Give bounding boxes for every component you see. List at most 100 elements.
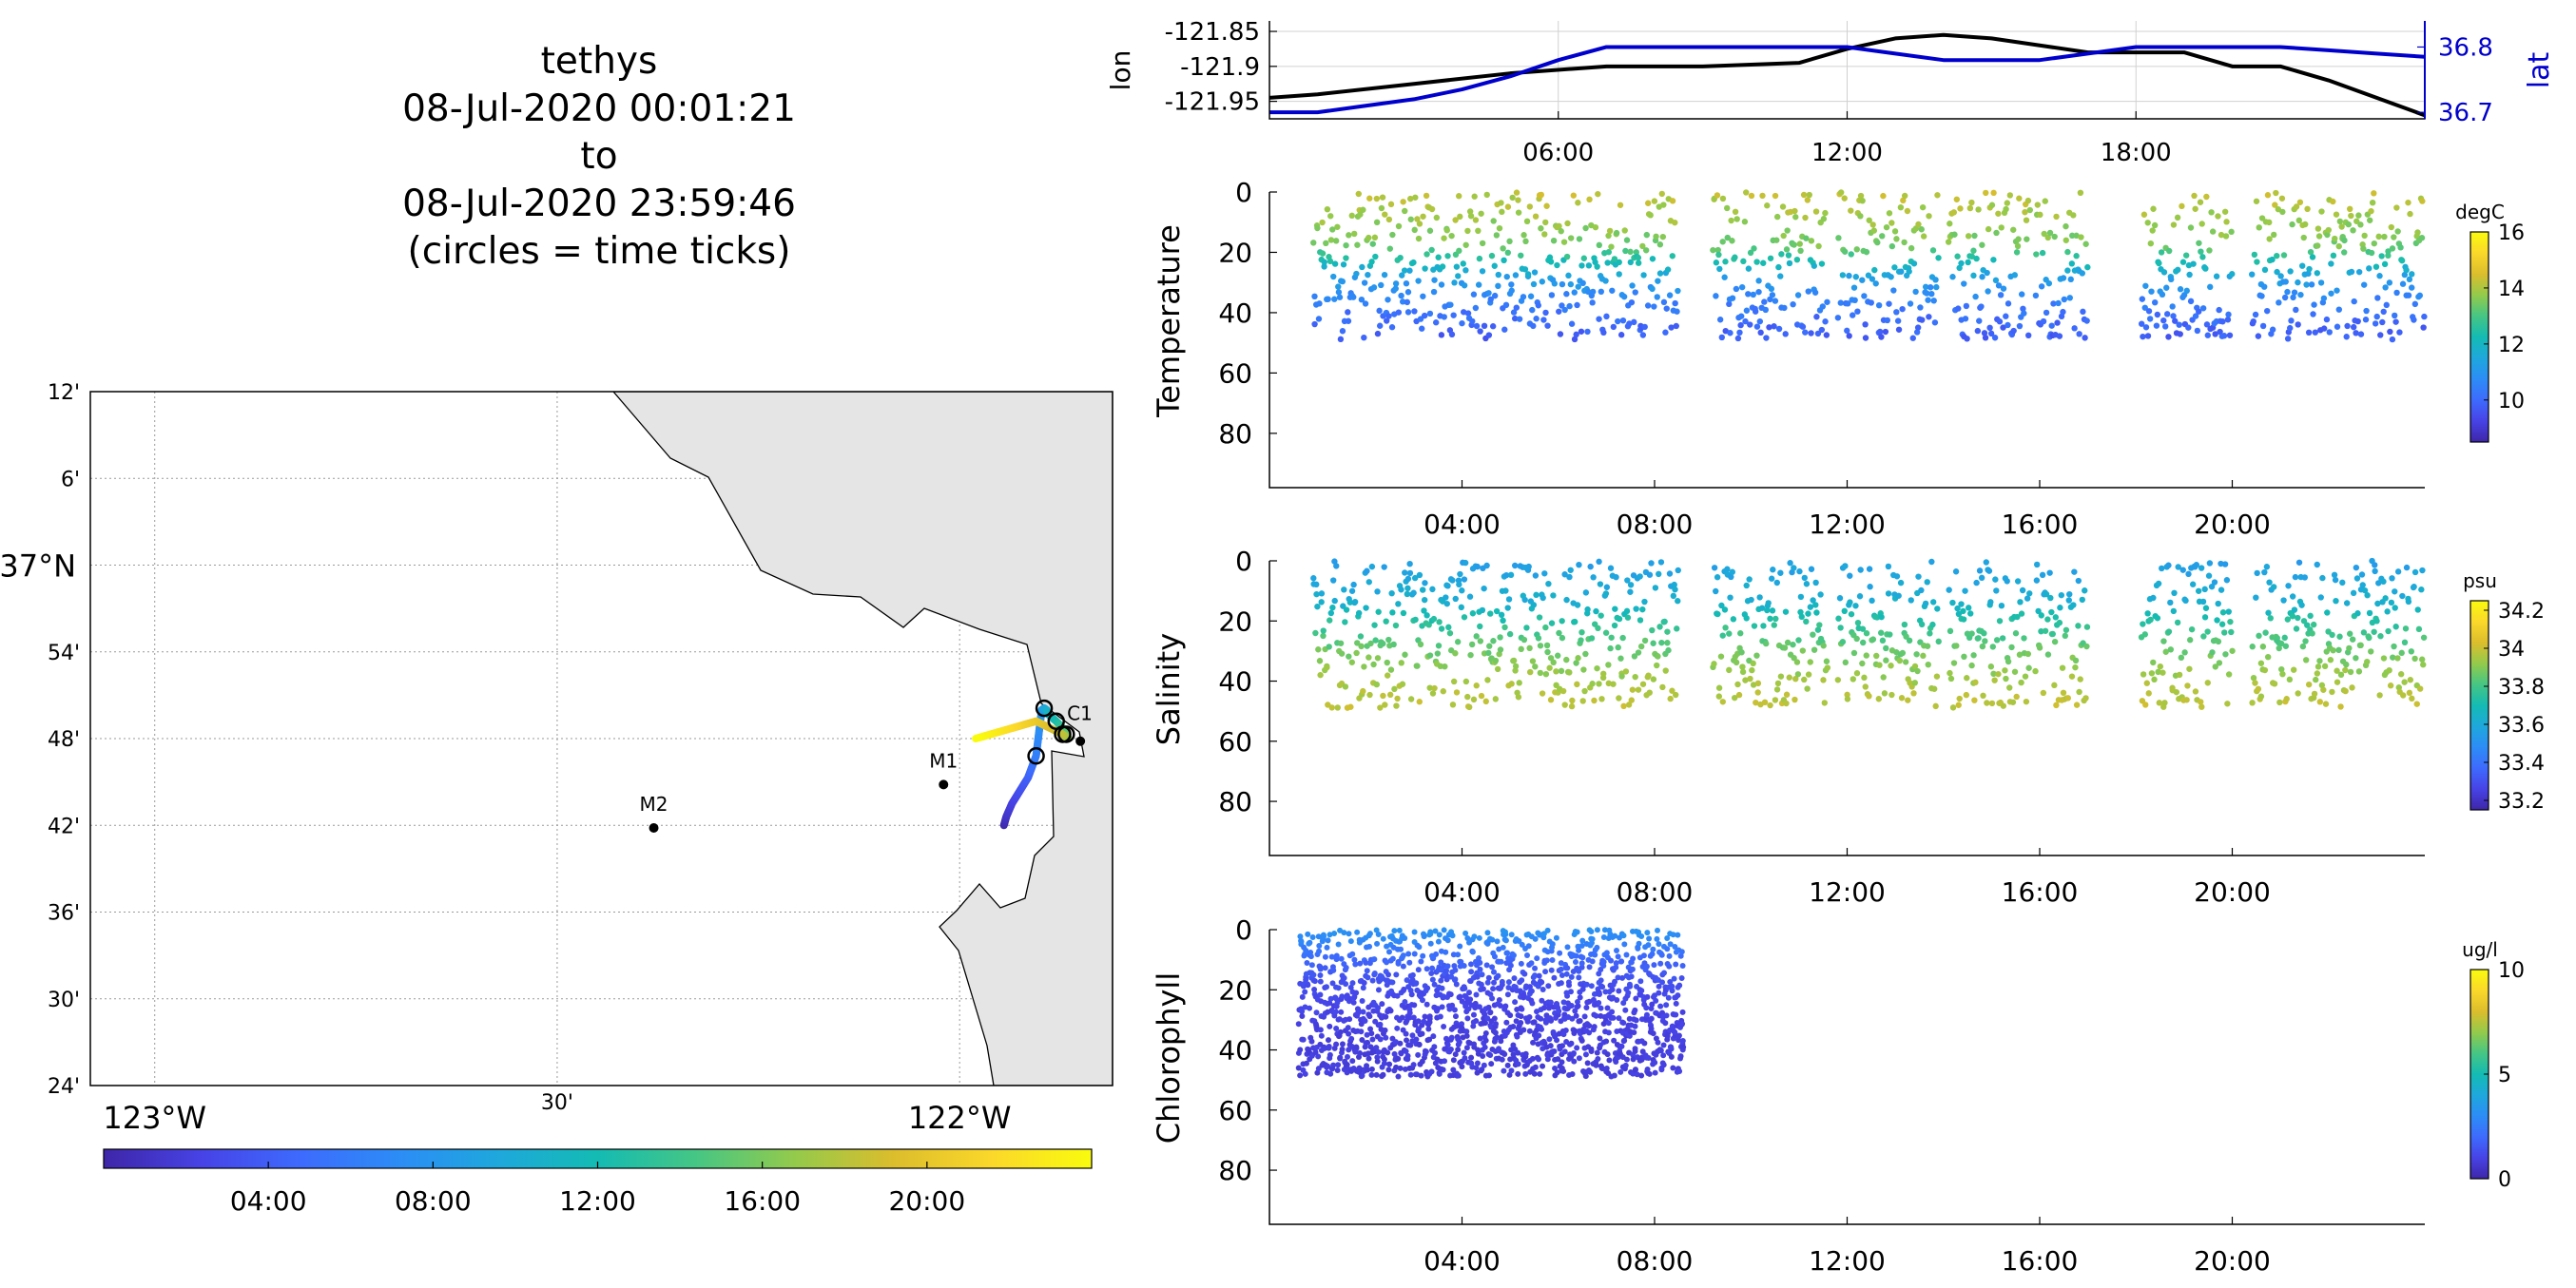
temperature-point [2393,204,2400,211]
chlorophyll-point [1365,1067,1371,1073]
temperature-point [2363,307,2370,315]
chlorophyll-point [1317,991,1324,998]
salinity-point [2276,699,2283,706]
temperature-point [2398,257,2406,264]
chlorophyll-point [1345,1025,1351,1031]
chlorophyll-point [1315,1053,1322,1060]
salinity-point [1866,566,1873,572]
chlorophyll-point [1389,979,1396,986]
chlorophyll-point [1510,952,1517,958]
salinity-point [2083,643,2090,650]
temperature-point [1515,209,1522,216]
temperature-point [2269,256,2276,263]
chlorophyll-points [1295,927,1687,1080]
salinity-point [1523,625,1530,631]
salinity-point [1885,563,1892,570]
temperature-point [2208,209,2215,216]
temperature-point [1570,192,1577,199]
salinity-point [1443,594,1449,601]
salinity-point [1554,652,1561,659]
salinity-point [1784,639,1792,646]
time-colorbar-tick-label: 20:00 [888,1185,965,1217]
temperature-point [1452,217,1459,223]
chlorophyll-point [1623,952,1630,958]
salinity-point [1664,640,1671,646]
temperature-point [1418,325,1425,332]
temperature-point [2382,284,2389,291]
salinity-point [1595,625,1601,632]
temperature-point [1951,231,1958,238]
salinity-point [2360,629,2368,636]
salinity-point [1773,686,1781,693]
temperature-point [1879,233,1886,240]
salinity-point [1358,643,1365,650]
salinity-xtick-label: 04:00 [1424,876,1501,908]
salinity-point [1813,609,1820,616]
chlorophyll-point [1440,1067,1446,1073]
chlorophyll-point [1637,978,1644,985]
temperature-point [2315,233,2323,240]
salinity-point [1961,653,1967,661]
chlorophyll-point [1567,989,1574,995]
temperature-point [1907,300,1914,307]
temperature-point [2011,272,2019,279]
temperature-point [2259,322,2267,330]
temperature-point [1558,228,1564,235]
chlorophyll-point [1462,1055,1468,1062]
salinity-point [1317,671,1324,679]
chlorophyll-point [1556,1008,1562,1014]
salinity-point [2327,657,2334,663]
chlorophyll-point [1520,992,1527,999]
temperature-point [1488,252,1496,260]
temperature-point [2192,205,2198,212]
temperature-point [1386,245,1394,252]
salinity-point [2390,654,2396,661]
temperature-point [1895,326,1903,333]
salinity-point [1446,629,1454,637]
chlorophyll-point [1403,1048,1409,1055]
chlorophyll-point [1364,968,1370,974]
temperature-point [2401,271,2409,279]
salinity-point [1962,587,1968,594]
chlorophyll-point [1613,960,1619,967]
chlorophyll-point [1441,1024,1447,1030]
temperature-point [1642,247,1650,254]
chlorophyll-point [1599,984,1606,990]
chlorophyll-point [1496,1046,1502,1052]
salinity-point [1748,596,1754,604]
temperature-point [1571,289,1578,296]
temperature-point [2381,233,2388,240]
temperature-point [1522,238,1529,245]
time-colorbar-tick-label: 04:00 [230,1185,307,1217]
salinity-point [1608,634,1615,641]
salinity-point [1758,605,1766,611]
temperature-point [1345,309,1351,316]
chlorophyll-point [1367,1026,1374,1032]
salinity-point [2025,664,2032,671]
chlorophyll-point [1384,982,1390,989]
chlorophyll-point [1465,1006,1472,1012]
temperature-point [1640,272,1647,279]
temperature-point [2165,247,2173,255]
temperature-point [1848,207,1854,214]
temperature-point [2295,217,2303,224]
temperature-point [1582,224,1589,232]
salinity-point [2350,589,2357,597]
temperature-point [1919,317,1926,323]
temperature-point [2333,211,2340,218]
chlorophyll-point [1657,1048,1664,1054]
temperature-point [1659,233,1667,240]
temperature-point [1930,298,1937,304]
chlorophyll-point [1618,1043,1625,1049]
chlorophyll-point [1302,1004,1308,1010]
salinity-point [2012,630,2020,637]
salinity-point [1918,586,1925,594]
temperature-point [1761,298,1768,305]
chlorophyll-point [1542,969,1549,975]
salinity-point [2082,695,2089,702]
chlorophyll-point [1468,1054,1475,1061]
salinity-point [2256,632,2262,640]
temperature-point [1742,317,1749,325]
chlorophyll-point [1677,952,1684,959]
salinity-point [2216,660,2223,666]
